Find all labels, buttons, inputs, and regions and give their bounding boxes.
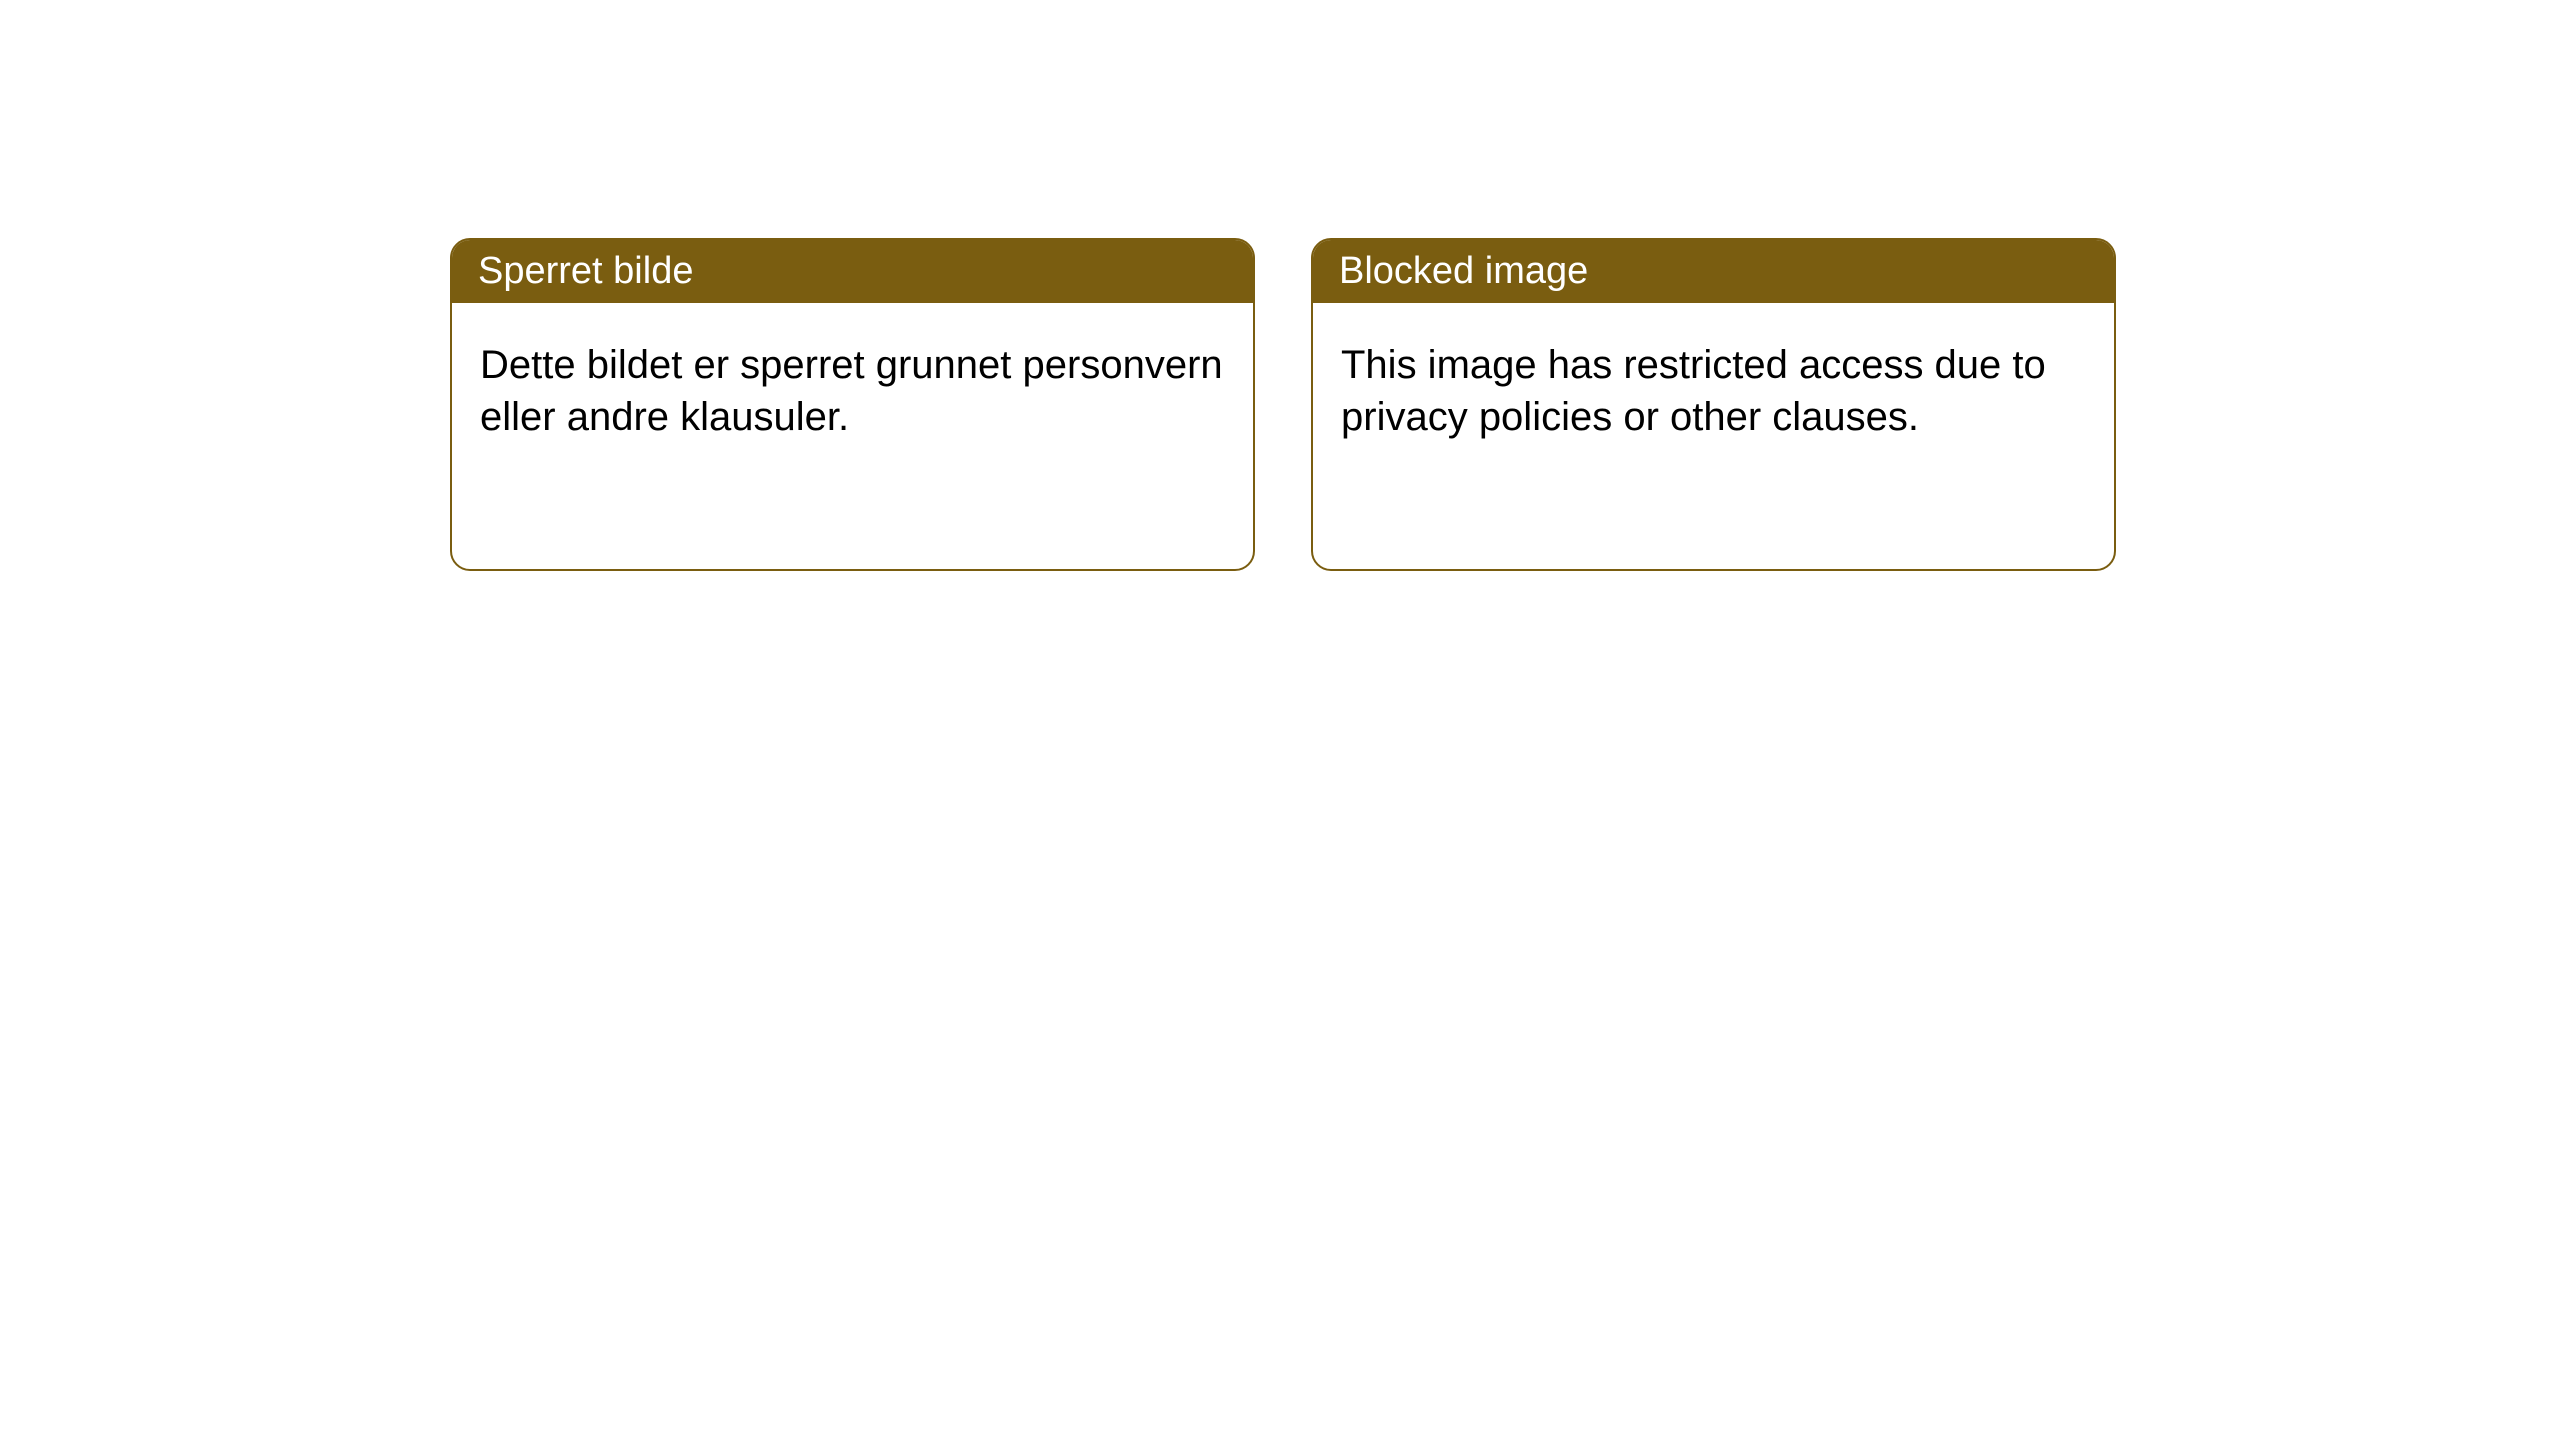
card-header: Blocked image <box>1313 240 2114 303</box>
card-title: Sperret bilde <box>478 250 693 292</box>
card-body-text: Dette bildet er sperret grunnet personve… <box>480 343 1223 439</box>
blocked-image-card-en: Blocked image This image has restricted … <box>1311 238 2116 571</box>
card-header: Sperret bilde <box>452 240 1253 303</box>
card-body: Dette bildet er sperret grunnet personve… <box>452 303 1253 479</box>
card-body: This image has restricted access due to … <box>1313 303 2114 479</box>
cards-container: Sperret bilde Dette bildet er sperret gr… <box>0 0 2560 571</box>
card-title: Blocked image <box>1339 250 1588 292</box>
blocked-image-card-no: Sperret bilde Dette bildet er sperret gr… <box>450 238 1255 571</box>
card-body-text: This image has restricted access due to … <box>1341 343 2046 439</box>
